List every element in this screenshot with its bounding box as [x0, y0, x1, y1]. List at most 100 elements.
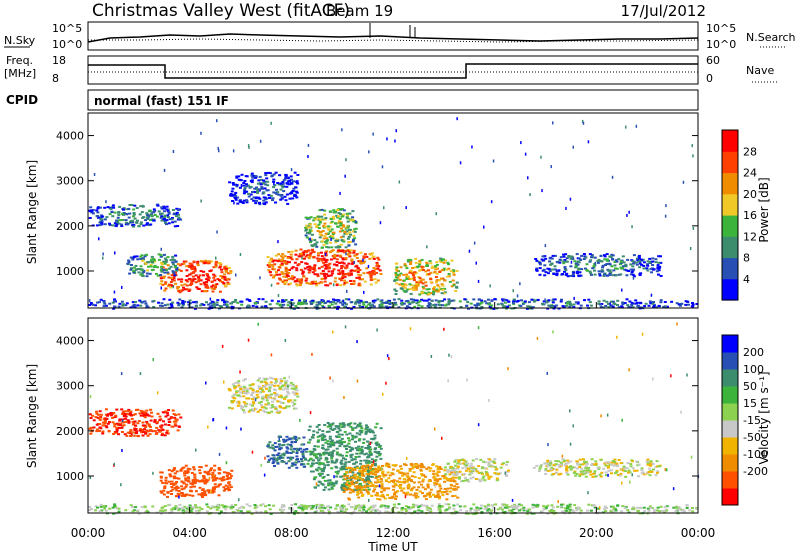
power-echo-cell: [405, 273, 409, 276]
power-scatter-cell: [142, 204, 144, 208]
power-echo-cell: [218, 305, 222, 307]
power-echo-cell: [162, 210, 166, 213]
power-echo-cell: [166, 264, 170, 267]
power-echo-cell: [262, 182, 266, 185]
velocity-echo-cell: [332, 484, 336, 487]
colorbar-tick-label: 20: [743, 188, 757, 201]
power-echo-cell: [281, 181, 285, 183]
power-echo-cell: [311, 299, 315, 302]
power-echo-cell: [167, 211, 171, 214]
velocity-echo-cell: [262, 377, 266, 380]
power-echo-cell: [590, 256, 593, 259]
power-echo-cell: [422, 291, 426, 294]
power-echo-cell: [378, 305, 382, 308]
power-echo-cell: [427, 288, 431, 291]
velocity-echo-cell: [382, 487, 386, 490]
power-echo-cell: [150, 211, 154, 214]
power-echo-cell: [343, 231, 347, 233]
power-echo-cell: [299, 248, 303, 251]
velocity-echo-cell: [273, 384, 276, 387]
power-echo-cell: [352, 234, 356, 237]
power-echo-cell: [550, 306, 554, 308]
velocity-echo-cell: [426, 492, 430, 495]
power-echo-cell: [103, 223, 107, 226]
power-echo-cell: [339, 301, 343, 304]
power-scatter-cell: [270, 283, 273, 287]
power-echo-cell: [165, 269, 168, 272]
velocity-echo-cell: [380, 490, 384, 493]
power-echo-cell: [233, 183, 237, 186]
power-echo-cell: [572, 275, 576, 278]
velocity-echo-cell: [495, 477, 499, 480]
velocity-echo-cell: [354, 426, 358, 429]
power-echo-cell: [394, 290, 398, 292]
velocity-echo-cell: [194, 490, 198, 493]
power-echo-cell: [288, 183, 292, 186]
velocity-echo-cell: [538, 467, 542, 470]
velocity-echo-cell: [408, 469, 412, 472]
power-echo-cell: [378, 303, 382, 306]
power-scatter-cell: [569, 197, 572, 201]
power-echo-cell: [332, 263, 336, 266]
velocity-echo-cell: [635, 460, 639, 463]
velocity-echo-cell: [293, 447, 297, 450]
velocity-echo-cell: [438, 477, 442, 480]
power-echo-cell: [574, 265, 578, 267]
velocity-echo-cell: [95, 410, 98, 413]
power-echo-cell: [445, 303, 449, 306]
power-echo-cell: [170, 274, 174, 277]
velocity-echo-cell: [584, 465, 588, 468]
velocity-echo-cell: [463, 473, 466, 475]
power-echo-cell: [223, 301, 226, 304]
velocity-echo-cell: [359, 485, 363, 488]
velocity-echo-cell: [217, 494, 221, 497]
velocity-echo-cell: [360, 452, 364, 455]
power-echo-cell: [625, 274, 629, 277]
velocity-echo-cell: [161, 432, 164, 435]
velocity-echo-cell: [517, 503, 521, 506]
power-echo-cell: [336, 216, 340, 219]
power-echo-cell: [313, 266, 316, 269]
power-echo-cell: [375, 264, 379, 267]
power-echo-cell: [266, 180, 270, 183]
velocity-echo-cell: [312, 478, 316, 481]
power-echo-cell: [341, 275, 345, 278]
velocity-echo-cell: [367, 473, 371, 476]
velocity-echo-cell: [453, 487, 457, 490]
power-echo-cell: [223, 303, 226, 306]
power-echo-cell: [573, 260, 577, 263]
power-echo-cell: [615, 267, 619, 270]
power-echo-cell: [615, 260, 619, 263]
power-echo-cell: [598, 272, 602, 275]
velocity-echo-cell: [283, 377, 286, 380]
velocity-echo-cell: [481, 472, 484, 475]
power-echo-cell: [245, 185, 249, 188]
velocity-echo-cell: [360, 449, 364, 452]
power-echo-cell: [247, 299, 251, 301]
power-echo-cell: [345, 232, 349, 235]
velocity-echo-cell: [273, 382, 277, 384]
power-echo-cell: [437, 301, 441, 304]
power-echo-cell: [553, 265, 557, 268]
velocity-echo-cell: [302, 463, 306, 466]
velocity-echo-cell: [111, 416, 115, 419]
velocity-echo-cell: [159, 479, 163, 482]
velocity-echo-cell: [607, 461, 611, 464]
power-echo-cell: [242, 199, 246, 202]
velocity-echo-cell: [358, 433, 362, 436]
velocity-echo-cell: [490, 464, 494, 467]
power-echo-cell: [113, 222, 117, 225]
velocity-echo-cell: [203, 492, 207, 495]
velocity-echo-cell: [624, 475, 628, 478]
velocity-echo-cell: [368, 452, 372, 454]
power-scatter-cell: [200, 199, 202, 203]
velocity-echo-cell: [123, 413, 127, 416]
power-echo-cell: [564, 260, 568, 263]
power-echo-cell: [562, 255, 566, 258]
velocity-echo-cell: [378, 453, 382, 455]
power-echo-cell: [334, 302, 338, 305]
power-echo-cell: [451, 279, 455, 282]
velocity-echo-cell: [375, 422, 379, 425]
velocity-echo-cell: [274, 408, 278, 411]
power-echo-cell: [379, 300, 383, 303]
